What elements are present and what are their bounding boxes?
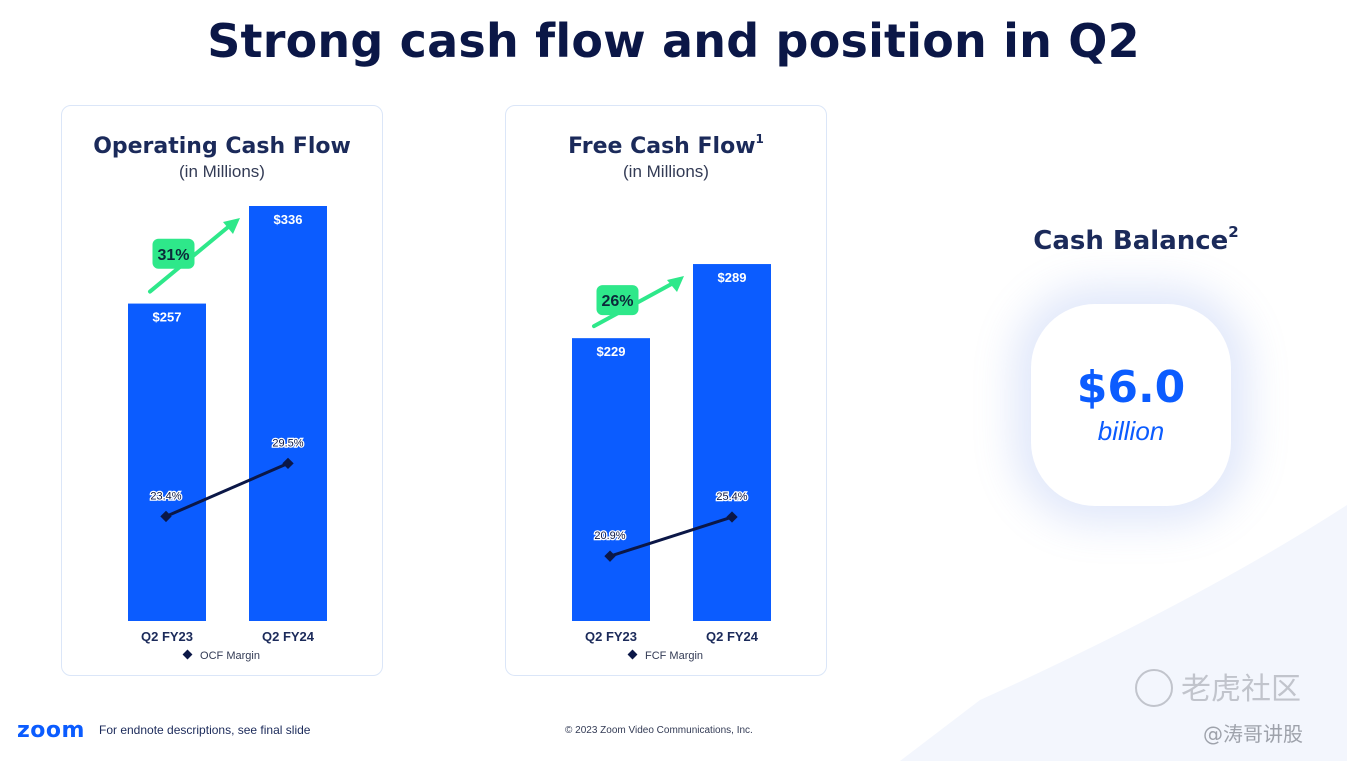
fcf-margin-label-0: 20.9% (594, 530, 625, 542)
ocf-margin-line (165, 461, 289, 518)
ocf-growth-label: 31% (157, 247, 189, 264)
fcf-bar-label-1: $289 (718, 270, 747, 285)
ocf-bar-1 (249, 206, 327, 621)
ocf-chart: $257 Q2 FY23 $336 Q2 FY24 23.4% 29.5% 31% (128, 206, 327, 644)
fcf-margin-point-1 (726, 511, 738, 523)
fcf-bar-label-0: $229 (597, 344, 626, 359)
watermark-logo-icon (1135, 668, 1173, 707)
ocf-growth-badge (152, 238, 195, 269)
ocf-margin-label-1: 29.5% (272, 437, 303, 449)
cash-balance-unit: billion (1097, 416, 1165, 446)
fcf-category-label-0: Q2 FY23 (585, 629, 637, 644)
ocf-chart-subtitle: (in Millions) (179, 162, 265, 181)
ocf-margin-point-0 (160, 510, 172, 523)
cash-balance-tile (1031, 304, 1231, 506)
fcf-footnote-marker: 1 (755, 132, 764, 146)
ocf-bar-label-1: $336 (274, 212, 303, 227)
fcf-growth-label: 26% (601, 293, 633, 310)
ocf-legend: OCF Margin (62, 649, 382, 662)
ocf-card: Operating Cash Flow (in Millions) $257 Q2… (61, 105, 383, 676)
fcf-category-label-1: Q2 FY24 (706, 629, 759, 644)
fcf-chart: $229 Q2 FY23 $289 Q2 FY24 20.9% 25.4% 26% (572, 264, 771, 644)
fcf-margin-line (609, 515, 733, 558)
fcf-bar-0 (572, 338, 650, 621)
legend-diamond-icon (627, 649, 638, 660)
fcf-bar-1 (693, 264, 771, 621)
ocf-category-label-1: Q2 FY24 (262, 629, 315, 644)
fcf-chart-subtitle: (in Millions) (623, 162, 709, 181)
ocf-margin-point-1 (282, 457, 294, 470)
ocf-legend-label: OCF Margin (200, 650, 260, 662)
ocf-bar-label-0: $257 (153, 310, 182, 325)
footer-copyright: © 2023 Zoom Video Communications, Inc. (565, 725, 753, 736)
ocf-chart-title: Operating Cash Flow (93, 134, 351, 159)
fcf-margin-point-0 (604, 550, 616, 562)
page-title: Strong cash flow and position in Q2 (207, 14, 1140, 68)
footer-note: For endnote descriptions, see final slid… (99, 723, 311, 737)
cash-balance-value: $6.0 (1076, 362, 1186, 413)
fcf-growth-badge (596, 285, 639, 316)
watermark-sub: @涛哥讲股 (1203, 722, 1303, 746)
cash-footnote-marker: 2 (1228, 223, 1239, 241)
fcf-chart-title: Free Cash Flow1 (568, 132, 764, 159)
legend-diamond-icon (182, 649, 193, 660)
fcf-margin-label-1: 25.4% (716, 491, 747, 503)
fcf-legend-label: FCF Margin (644, 650, 704, 662)
ocf-bar-0 (128, 303, 206, 621)
ocf-category-label-0: Q2 FY23 (141, 629, 193, 644)
watermark-main: 老虎社区 (1135, 664, 1301, 710)
ocf-growth-arrowhead (223, 218, 240, 234)
cash-balance-title: Cash Balance2 (1033, 223, 1239, 256)
fcf-card: Free Cash Flow1 (in Millions) $229 Q2 FY2… (505, 105, 827, 676)
fcf-legend: FCF Margin (506, 649, 826, 662)
ocf-margin-label-0: 23.4% (150, 490, 181, 502)
zoom-logo: zoom (17, 718, 85, 743)
fcf-growth-arrowhead (667, 276, 684, 293)
